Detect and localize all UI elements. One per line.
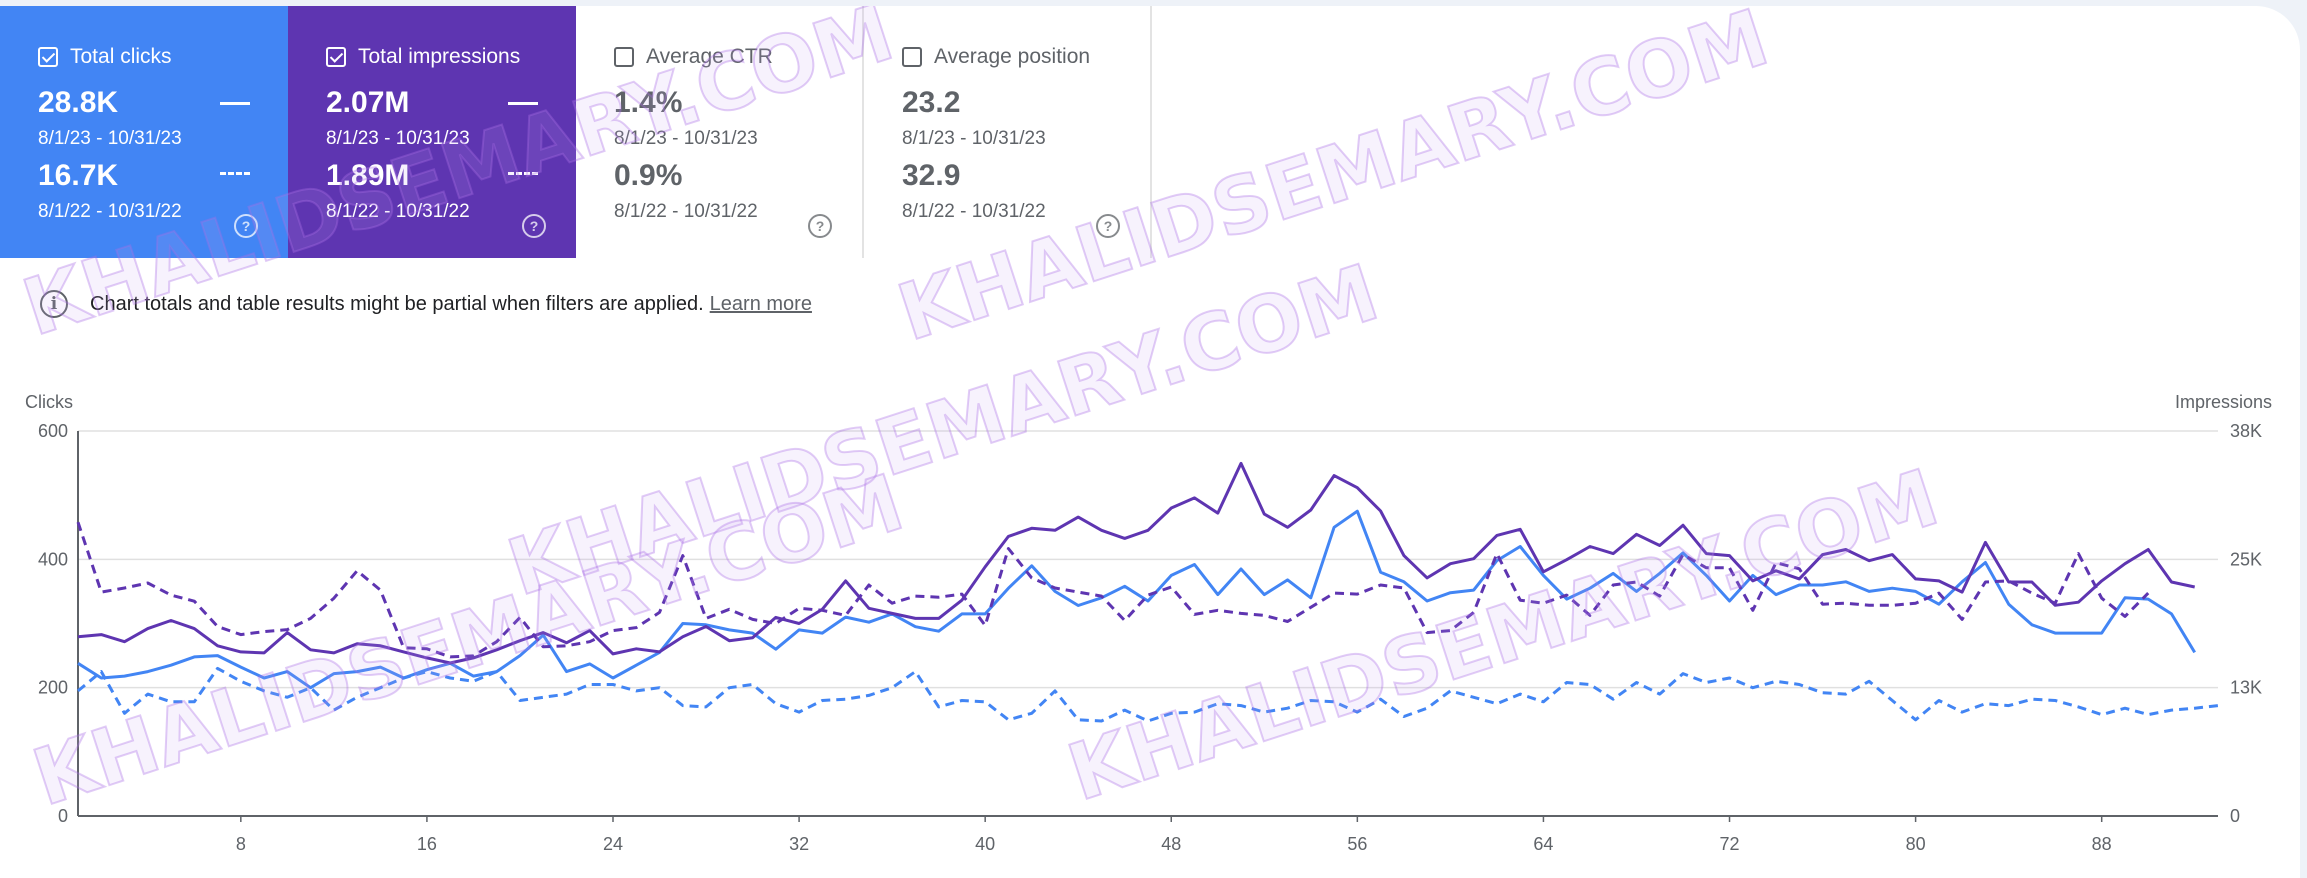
metric-current-value: 28.8K bbox=[38, 86, 119, 119]
checkbox-checked-icon[interactable] bbox=[326, 47, 346, 67]
metric-card-average-position[interactable]: Average position 23.2 8/1/23 - 10/31/23 … bbox=[864, 6, 1152, 258]
metric-card-total-clicks[interactable]: Total clicks 28.8K 8/1/23 - 10/31/23 16.… bbox=[0, 6, 288, 258]
metric-label: Total impressions bbox=[358, 45, 521, 68]
metric-current-range: 8/1/23 - 10/31/23 bbox=[326, 128, 470, 149]
help-icon[interactable]: ? bbox=[234, 214, 258, 238]
metric-label: Average CTR bbox=[646, 45, 773, 68]
y-right-tick-label: 38K bbox=[2230, 421, 2262, 441]
metric-previous-range: 8/1/22 - 10/31/22 bbox=[902, 201, 1046, 222]
metric-label: Average position bbox=[934, 45, 1091, 68]
metric-current-value: 23.2 bbox=[902, 86, 961, 119]
metric-previous-value: 0.9% bbox=[614, 159, 683, 192]
x-tick-label: 48 bbox=[1161, 834, 1181, 854]
legend-solid-line-icon bbox=[508, 102, 538, 105]
legend-dashed-line-icon bbox=[508, 172, 538, 175]
checkbox-checked-icon[interactable] bbox=[38, 47, 58, 67]
metric-label: Total clicks bbox=[70, 45, 172, 68]
x-tick-label: 24 bbox=[603, 834, 623, 854]
help-icon[interactable]: ? bbox=[1096, 214, 1120, 238]
y-right-tick-label: 0 bbox=[2230, 806, 2240, 826]
x-tick-label: 64 bbox=[1533, 834, 1553, 854]
x-tick-label: 32 bbox=[789, 834, 809, 854]
y-left-tick-label: 600 bbox=[38, 421, 68, 441]
partial-results-notice: i Chart totals and table results might b… bbox=[40, 290, 812, 318]
series-line-clicks-previous bbox=[77, 666, 2219, 723]
metric-card-total-impressions[interactable]: Total impressions 2.07M 8/1/23 - 10/31/2… bbox=[288, 6, 576, 258]
series-line-impressions-previous bbox=[76, 521, 2150, 659]
legend-dashed-line-icon bbox=[220, 172, 250, 175]
y-left-tick-label: 200 bbox=[38, 678, 68, 698]
performance-panel: Total clicks 28.8K 8/1/23 - 10/31/23 16.… bbox=[0, 6, 2300, 878]
legend-solid-line-icon bbox=[220, 102, 250, 105]
series-line-impressions-current bbox=[77, 461, 2196, 665]
y-right-tick-label: 25K bbox=[2230, 549, 2262, 569]
metric-previous-range: 8/1/22 - 10/31/22 bbox=[614, 201, 758, 222]
metric-previous-value: 32.9 bbox=[902, 159, 961, 192]
performance-line-chart: 0 200 400 600 0 13K 25K 38K 8 16 24 32 40 48 56 64 72 80 8… bbox=[25, 392, 2272, 854]
metric-current-range: 8/1/23 - 10/31/23 bbox=[902, 128, 1046, 149]
y-left-tick-label: 400 bbox=[38, 549, 68, 569]
metric-card-average-ctr[interactable]: Average CTR 1.4% 8/1/23 - 10/31/23 0.9% … bbox=[576, 6, 864, 258]
x-tick-label: 72 bbox=[1720, 834, 1740, 854]
metric-cards: Total clicks 28.8K 8/1/23 - 10/31/23 16.… bbox=[0, 6, 1152, 258]
metric-previous-range: 8/1/22 - 10/31/22 bbox=[38, 201, 182, 222]
metric-current-range: 8/1/23 - 10/31/23 bbox=[38, 128, 182, 149]
x-tick-label: 16 bbox=[417, 834, 437, 854]
metric-previous-value: 16.7K bbox=[38, 159, 119, 192]
series-line-clicks-current bbox=[77, 509, 2196, 690]
metric-current-range: 8/1/23 - 10/31/23 bbox=[614, 128, 758, 149]
help-icon[interactable]: ? bbox=[522, 214, 546, 238]
y-right-axis-title: Impressions bbox=[2175, 392, 2272, 412]
y-right-tick-label: 13K bbox=[2230, 678, 2262, 698]
x-tick-label: 56 bbox=[1347, 834, 1367, 854]
x-tick-label: 80 bbox=[1906, 834, 1926, 854]
metric-previous-value: 1.89M bbox=[326, 159, 410, 192]
x-tick-label: 88 bbox=[2092, 834, 2112, 854]
metric-current-value: 2.07M bbox=[326, 86, 410, 119]
y-left-axis-title: Clicks bbox=[25, 392, 73, 412]
y-left-tick-label: 0 bbox=[58, 806, 68, 826]
learn-more-link[interactable]: Learn more bbox=[709, 292, 812, 315]
help-icon[interactable]: ? bbox=[808, 214, 832, 238]
checkbox-unchecked-icon[interactable] bbox=[614, 47, 634, 67]
info-icon: i bbox=[40, 290, 68, 318]
metric-previous-range: 8/1/22 - 10/31/22 bbox=[326, 201, 470, 222]
notice-text: Chart totals and table results might be … bbox=[90, 292, 704, 315]
x-tick-label: 40 bbox=[975, 834, 995, 854]
checkbox-unchecked-icon[interactable] bbox=[902, 47, 922, 67]
x-tick-label: 8 bbox=[236, 834, 246, 854]
metric-current-value: 1.4% bbox=[614, 86, 683, 119]
